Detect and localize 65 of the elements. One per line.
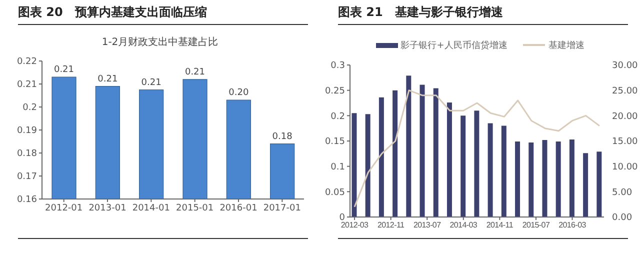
x-tick-label: 2014-11 — [486, 220, 514, 230]
data-label: 0.21 — [98, 74, 118, 84]
y-tick-label: 0.19 — [16, 126, 38, 136]
bar — [433, 88, 438, 217]
x-tick-label: 2014-03 — [450, 220, 478, 230]
bar — [365, 114, 370, 217]
legend-label: 基建增速 — [548, 40, 584, 52]
y-tick-label: 0.15 — [324, 137, 345, 148]
chart-title: 图表 21 基建与影子银行增速 — [338, 4, 628, 25]
data-label: 0.21 — [54, 65, 74, 76]
y-tick-label: 0.2 — [330, 112, 345, 122]
bar — [474, 110, 480, 217]
x-tick-label: 2015-01 — [176, 203, 214, 214]
bar — [569, 139, 574, 217]
bar — [515, 142, 520, 217]
x-tick-label: 2012-11 — [377, 220, 405, 230]
y-tick-label: 0.18 — [16, 149, 38, 160]
legend-label: 影子银行+人民币信贷增速 — [400, 40, 508, 52]
x-tick-label: 2012-01 — [45, 203, 83, 214]
bar — [542, 140, 548, 217]
bar — [556, 142, 561, 217]
y2-tick-label: 30.00 — [612, 61, 638, 72]
y-tick-label: 0.16 — [16, 195, 38, 206]
bar — [488, 123, 493, 217]
bar — [583, 153, 588, 217]
bar — [528, 142, 534, 217]
bar — [501, 126, 506, 217]
data-label: 0.18 — [272, 132, 293, 142]
y2-tick-label: 20.00 — [612, 112, 638, 122]
x-tick-label: 2017-01 — [263, 203, 301, 214]
y-tick-label: 0.17 — [16, 172, 37, 182]
y-tick-label: 0.22 — [16, 57, 37, 68]
bar — [352, 113, 357, 217]
y-tick-label: 0.21 — [16, 80, 37, 90]
x-tick-label: 2012-03 — [340, 220, 370, 230]
line-series — [354, 90, 600, 208]
x-tick-label: 2016-03 — [558, 220, 587, 230]
y-tick-label: 0.25 — [324, 86, 345, 97]
data-label: 0.20 — [228, 88, 249, 98]
y2-tick-label: 15.00 — [612, 137, 638, 148]
y-tick-label: 0.1 — [330, 162, 345, 173]
bar — [406, 76, 412, 217]
data-label: 0.21 — [184, 67, 206, 78]
x-tick-label: 2016-01 — [220, 203, 258, 214]
y-tick-label: 0.05 — [324, 188, 345, 198]
chart-subtitle: 1-2月财政支出中基建占比 — [100, 36, 220, 49]
bar — [596, 152, 602, 217]
chart-title: 图表 20 预算内基建支出面临压缩 — [18, 4, 308, 25]
bar — [460, 116, 466, 217]
y-tick-label: 0 — [339, 213, 346, 224]
bar — [392, 90, 398, 217]
bar — [446, 102, 452, 217]
y2-tick-label: 5.00 — [612, 188, 632, 198]
bar — [378, 97, 384, 217]
bar — [420, 84, 425, 217]
y-tick-label: 0.3 — [330, 61, 345, 72]
y2-tick-label: 0.00 — [612, 213, 632, 224]
x-tick-label: 2013-07 — [413, 220, 442, 230]
y2-tick-label: 25.00 — [612, 86, 638, 97]
y-tick-label: 0.2 — [22, 103, 37, 114]
x-tick-label: 2013-01 — [88, 203, 126, 214]
y2-tick-label: 10.00 — [612, 162, 638, 173]
x-tick-label: 2014-01 — [132, 203, 170, 214]
x-tick-label: 2015-07 — [522, 220, 550, 230]
data-label: 0.21 — [141, 78, 162, 88]
